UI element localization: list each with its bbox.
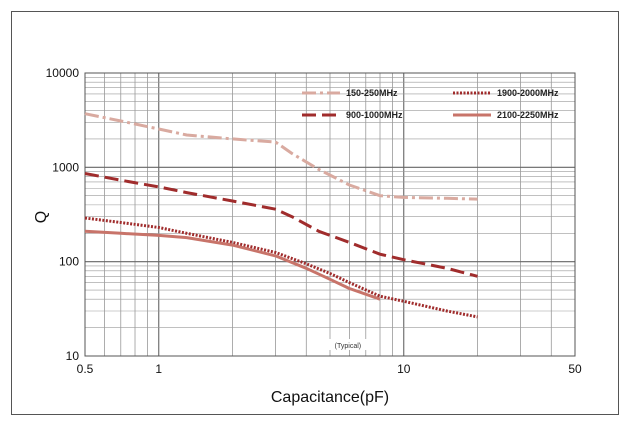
x-tick-label: 50 <box>568 362 582 376</box>
series-line-4 <box>84 229 381 301</box>
series-line-1 <box>84 112 478 201</box>
series-line-2 <box>84 216 478 319</box>
series-line-3 <box>84 172 478 278</box>
q-capacitance-chart: 150-250MHz 1900-2000MHz 900-1000MHz 2100-22… <box>33 66 582 406</box>
y-tick-label: 10 <box>66 349 80 363</box>
x-tick-label: 0.5 <box>77 362 94 376</box>
legend-label-4: 2100-2250MHz <box>497 110 559 120</box>
series-layer <box>84 112 478 319</box>
x-tick-label: 10 <box>397 362 411 376</box>
y-tick-label: 1000 <box>52 160 79 174</box>
typical-note: (Typical) <box>323 339 372 350</box>
legend-label-3: 900-1000MHz <box>346 110 403 120</box>
chart-frame: 150-250MHz 1900-2000MHz 900-1000MHz 2100-22… <box>11 11 619 415</box>
grid <box>85 73 575 356</box>
typical-note-label: (Typical) <box>335 343 361 350</box>
legend-label-2: 1900-2000MHz <box>497 88 559 98</box>
y-tick-label: 10000 <box>46 66 80 80</box>
tick-labels: 0.5 1 10 50 10 100 1000 10000 <box>46 66 582 376</box>
x-axis-title: Capacitance(pF) <box>271 389 389 406</box>
plot-border <box>84 72 576 357</box>
typical-note-bg <box>323 339 372 350</box>
x-tick-label: 1 <box>155 362 162 376</box>
legend: 150-250MHz 1900-2000MHz 900-1000MHz 2100-22… <box>302 88 559 120</box>
legend-label-1: 150-250MHz <box>346 88 398 98</box>
y-tick-label: 100 <box>59 255 79 269</box>
y-axis-title: Q <box>33 211 50 223</box>
